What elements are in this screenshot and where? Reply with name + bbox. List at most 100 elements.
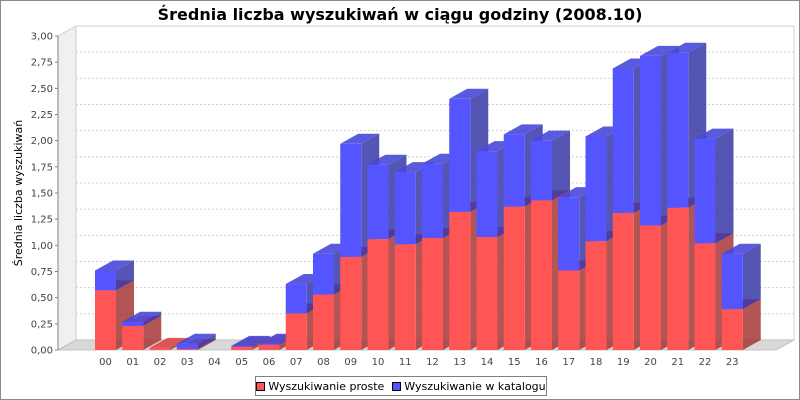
bar-catalog-10-top <box>367 154 407 165</box>
x-tick-label: 22 <box>699 357 712 368</box>
x-tick-label: 02 <box>154 357 167 368</box>
bar-catalog-03 <box>176 343 198 349</box>
x-tick-label: 08 <box>317 357 330 368</box>
bar-catalog-01-side <box>143 311 162 326</box>
bar-catalog-01-top <box>122 311 162 322</box>
bar-catalog-01 <box>122 321 144 326</box>
bar-simple-11 <box>394 244 416 350</box>
y-tick-label: 0,00 <box>31 346 53 357</box>
y-axis-label: Średnia liczba wyszukiwań <box>12 120 25 267</box>
bar-catalog-08 <box>313 253 334 295</box>
bar-catalog-00-top <box>95 260 134 271</box>
bar-simple-15 <box>503 206 525 350</box>
bar-simple-05 <box>231 346 253 350</box>
x-tick-label: 05 <box>235 357 248 368</box>
x-tick-label: 15 <box>508 357 521 368</box>
bar-catalog-09-top <box>340 133 380 144</box>
bar-simple-08 <box>313 294 334 350</box>
legend-label-simple: Wyszukiwanie proste <box>268 379 385 393</box>
bar-simple-20 <box>640 225 661 350</box>
x-tick-label: 06 <box>263 357 276 368</box>
bar-simple-02-top <box>149 337 189 348</box>
y-tick-label: 2,25 <box>31 110 53 121</box>
bar-simple-06 <box>258 344 280 350</box>
bar-catalog-17 <box>558 197 580 271</box>
bar-simple-23 <box>721 309 743 350</box>
bar-catalog-23-side <box>742 243 761 310</box>
bar-simple-03 <box>176 348 198 350</box>
x-tick-label: 11 <box>399 357 412 368</box>
bar-catalog-07 <box>285 284 307 314</box>
bar-catalog-14 <box>476 151 498 237</box>
legend-swatch-catalog <box>392 381 402 391</box>
legend-swatch-simple <box>256 381 266 391</box>
bar-catalog-21-top <box>667 42 707 53</box>
bar-catalog-12 <box>422 163 443 239</box>
bar-catalog-05-top <box>231 335 271 346</box>
bar-simple-03-side <box>197 338 216 350</box>
chart-title: Średnia liczba wyszukiwań w ciągu godzin… <box>157 5 643 24</box>
legend-item-catalog: Wyszukiwanie w katalogu <box>392 379 546 393</box>
y-tick-label: 0,75 <box>31 267 53 278</box>
bar-simple-18 <box>585 241 607 350</box>
bar-catalog-11 <box>394 172 416 245</box>
bar-catalog-09 <box>340 143 362 257</box>
y-tick-label: 1,00 <box>31 241 53 252</box>
y-tick-label: 1,25 <box>31 215 53 226</box>
bar-simple-07 <box>285 313 307 350</box>
x-tick-label: 00 <box>99 357 112 368</box>
bar-catalog-10 <box>367 164 389 240</box>
bar-simple-01-side <box>143 315 162 350</box>
x-tick-label: 18 <box>590 357 603 368</box>
y-tick-label: 0,50 <box>31 293 53 304</box>
bar-catalog-22-top <box>694 128 734 139</box>
y-tick-label: 1,50 <box>31 189 53 200</box>
x-tick-label: 19 <box>617 357 630 368</box>
bar-simple-17 <box>558 270 580 350</box>
bar-catalog-16 <box>531 140 552 201</box>
y-tick-label: 2,50 <box>31 84 53 95</box>
x-tick-label: 16 <box>535 357 548 368</box>
bar-simple-09 <box>340 256 362 350</box>
y-tick-label: 2,75 <box>31 58 53 69</box>
bar-catalog-13-top <box>449 88 489 99</box>
bar-simple-12 <box>422 238 443 350</box>
x-tick-label: 01 <box>126 357 139 368</box>
legend-item-simple: Wyszukiwanie proste <box>256 380 384 393</box>
bar-catalog-16-top <box>531 130 570 141</box>
bar-catalog-00-side <box>116 260 134 291</box>
bar-catalog-20 <box>640 55 661 226</box>
x-tick-label: 04 <box>208 357 221 368</box>
bar-catalog-15-top <box>503 124 543 135</box>
bar-catalog-20-top <box>640 45 679 56</box>
x-tick-label: 20 <box>644 357 657 368</box>
y-tick-label: 3,00 <box>31 32 53 43</box>
bar-catalog-16-side <box>552 130 570 201</box>
x-tick-label: 10 <box>372 357 385 368</box>
bar-simple-14 <box>476 236 498 350</box>
x-tick-label: 07 <box>290 357 303 368</box>
bar-simple-10 <box>367 239 389 350</box>
legend-label-catalog: Wyszukiwanie w katalogu <box>404 379 546 393</box>
bar-catalog-15 <box>503 134 525 207</box>
bar-simple-19 <box>612 212 634 350</box>
x-tick-label: 13 <box>453 357 466 368</box>
bar-simple-16 <box>531 200 552 350</box>
y-tick-label: 0,25 <box>31 319 53 330</box>
bar-catalog-13 <box>449 98 471 212</box>
bar-catalog-00 <box>95 270 116 291</box>
bar-catalog-22-side <box>715 128 734 244</box>
y-tick-label: 2,00 <box>31 136 53 147</box>
bar-catalog-03-top <box>176 333 216 344</box>
bar-simple-21 <box>667 207 689 350</box>
bar-catalog-06 <box>258 343 280 345</box>
chart-legend: Wyszukiwanie proste Wyszukiwanie w katal… <box>255 376 547 396</box>
bar-simple-23-side <box>742 299 761 350</box>
bar-catalog-23 <box>721 253 743 310</box>
bar-simple-01 <box>122 325 144 350</box>
x-tick-label: 21 <box>671 357 684 368</box>
plot-side-wall <box>57 25 77 351</box>
bar-catalog-22 <box>694 138 716 244</box>
